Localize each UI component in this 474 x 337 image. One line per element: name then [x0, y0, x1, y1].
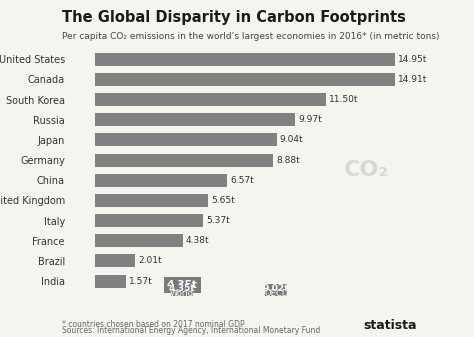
- FancyBboxPatch shape: [171, 284, 193, 296]
- Text: 9.97t: 9.97t: [298, 115, 322, 124]
- Bar: [95, 73, 395, 86]
- Text: 6.57t: 6.57t: [230, 176, 254, 185]
- Text: 8.88t: 8.88t: [276, 156, 300, 164]
- Text: 9.02t: 9.02t: [263, 283, 290, 293]
- Bar: [95, 154, 273, 167]
- Bar: [95, 234, 183, 247]
- Text: CO₂: CO₂: [344, 160, 389, 180]
- Text: The Global Disparity in Carbon Footprints: The Global Disparity in Carbon Footprint…: [62, 10, 405, 25]
- Text: 1.57t: 1.57t: [129, 277, 153, 285]
- Bar: [95, 113, 295, 126]
- Text: statista: statista: [364, 319, 417, 332]
- Text: 2.01t: 2.01t: [138, 256, 162, 266]
- Text: OECD: OECD: [264, 289, 288, 298]
- Bar: [95, 174, 227, 187]
- Text: World: World: [170, 289, 194, 298]
- Text: 4.35t: 4.35t: [169, 283, 196, 293]
- FancyBboxPatch shape: [265, 284, 287, 296]
- Text: Sources: International Energy Agency, International Monetary Fund: Sources: International Energy Agency, In…: [62, 326, 320, 335]
- Text: 9.04t: 9.04t: [280, 135, 303, 145]
- Bar: [95, 194, 209, 207]
- Text: * countries chosen based on 2017 nominal GDP: * countries chosen based on 2017 nominal…: [62, 319, 244, 329]
- Bar: [95, 53, 395, 66]
- Text: 5.65t: 5.65t: [211, 196, 235, 205]
- Bar: [95, 93, 326, 106]
- Bar: [95, 275, 127, 288]
- Text: 14.91t: 14.91t: [398, 75, 427, 84]
- Text: 14.95t: 14.95t: [399, 55, 428, 64]
- Text: 11.50t: 11.50t: [329, 95, 358, 104]
- Bar: [95, 214, 203, 227]
- Bar: [95, 133, 277, 147]
- Bar: [95, 254, 135, 268]
- Text: 4.38t: 4.38t: [186, 236, 210, 245]
- Text: Per capita CO₂ emissions in the world’s largest economies in 2016* (in metric to: Per capita CO₂ emissions in the world’s …: [62, 32, 439, 41]
- Text: 4.35t: 4.35t: [167, 280, 198, 290]
- Text: 5.37t: 5.37t: [206, 216, 229, 225]
